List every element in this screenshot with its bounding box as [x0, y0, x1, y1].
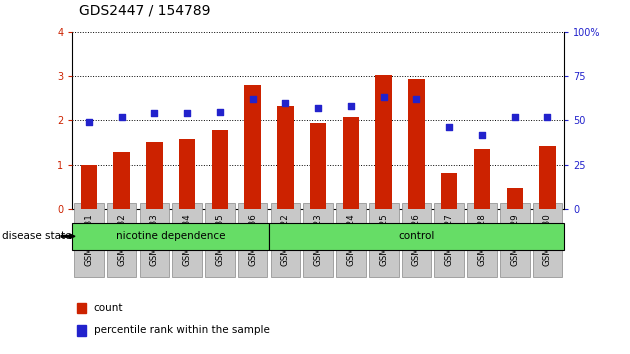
Text: disease state: disease state: [2, 231, 71, 241]
Bar: [507, 188, 523, 209]
Point: [542, 114, 553, 120]
Bar: [77, 325, 86, 336]
Point: [84, 119, 94, 125]
Point: [477, 132, 487, 137]
Bar: [269, 223, 564, 250]
Bar: [441, 173, 457, 209]
Bar: [212, 130, 228, 209]
Bar: [310, 122, 326, 209]
Point: [280, 100, 290, 105]
Bar: [375, 75, 392, 209]
Point: [182, 110, 192, 116]
Bar: [77, 303, 86, 313]
Point: [411, 96, 421, 102]
Bar: [539, 146, 556, 209]
Point: [117, 114, 127, 120]
Point: [510, 114, 520, 120]
Bar: [179, 139, 195, 209]
Bar: [146, 142, 163, 209]
Bar: [244, 85, 261, 209]
Point: [379, 95, 389, 100]
Bar: [474, 149, 490, 209]
Bar: [277, 106, 294, 209]
Bar: [113, 152, 130, 209]
Point: [444, 125, 454, 130]
Text: count: count: [94, 303, 123, 313]
Point: [215, 109, 225, 114]
Point: [346, 103, 356, 109]
Point: [313, 105, 323, 111]
Text: GDS2447 / 154789: GDS2447 / 154789: [79, 4, 210, 18]
Text: control: control: [398, 231, 435, 241]
Text: percentile rank within the sample: percentile rank within the sample: [94, 325, 270, 336]
Point: [248, 96, 258, 102]
Bar: [343, 117, 359, 209]
Point: [149, 110, 159, 116]
Bar: [72, 223, 269, 250]
Text: nicotine dependence: nicotine dependence: [116, 231, 226, 241]
Bar: [81, 165, 97, 209]
Bar: [408, 79, 425, 209]
